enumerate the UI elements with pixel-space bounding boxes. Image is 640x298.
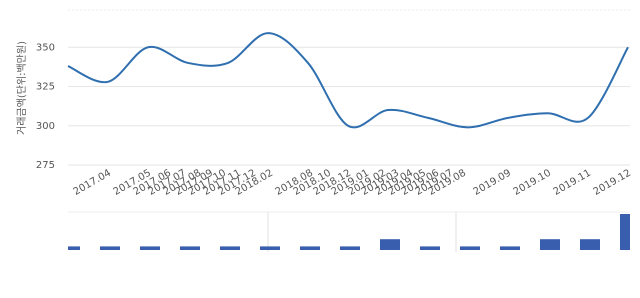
volume-bar — [220, 246, 240, 250]
volume-bar — [340, 246, 360, 250]
y-tick-label: 325 — [36, 82, 55, 93]
volume-bar — [180, 246, 200, 250]
y-tick-label: 350 — [36, 42, 55, 53]
volume-bar — [460, 246, 480, 250]
volume-bar — [620, 214, 630, 250]
x-tick-label: 2019.10 — [512, 168, 553, 198]
y-tick-label: 300 — [36, 121, 55, 132]
volume-bar — [580, 239, 600, 250]
x-tick-label: 2019.11 — [552, 168, 593, 198]
volume-bar — [68, 246, 80, 250]
volume-bar — [100, 246, 120, 250]
volume-bar — [140, 246, 160, 250]
y-tick-label: 275 — [36, 160, 55, 171]
x-tick-label: 2019.12 — [592, 168, 633, 198]
volume-bar — [380, 239, 400, 250]
price-line — [67, 32, 629, 129]
volume-bar — [300, 246, 320, 250]
x-tick-label: 2019.09 — [472, 168, 513, 198]
volume-bar — [500, 246, 520, 250]
volume-bar — [420, 246, 440, 250]
volume-bar — [540, 239, 560, 250]
x-tick-label: 2017.04 — [72, 168, 113, 198]
y-axis-label: 거래금액(단위:백만원) — [15, 41, 28, 135]
volume-bar — [260, 246, 280, 250]
